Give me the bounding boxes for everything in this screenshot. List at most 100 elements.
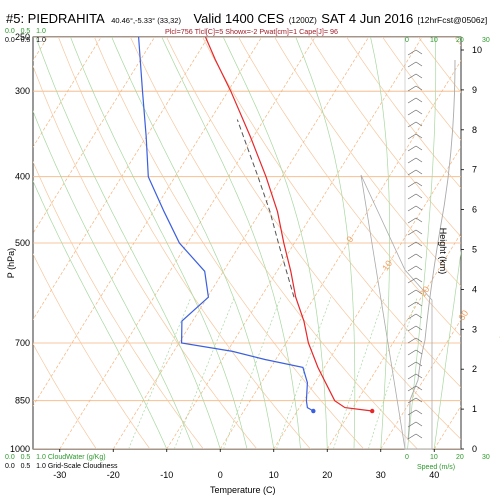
height-axis-title: Height (km) (438, 227, 448, 275)
mixing-ratio-line (333, 297, 385, 449)
wind-barb-flag (415, 121, 423, 127)
dry-adiabat-line (274, 37, 461, 287)
wind-barb-flag (415, 421, 423, 427)
moist-adiabat-line (33, 110, 194, 449)
mixing-ratio-line (173, 297, 235, 449)
moist-adiabat-line (161, 37, 301, 449)
dry-adiabat-line (33, 253, 151, 449)
moist-adiabat-line (222, 37, 328, 449)
height-tick-label: 5 (472, 245, 477, 255)
wind-barb-flag (415, 61, 423, 67)
wind-barb-flag (415, 217, 423, 223)
isotherm-line (112, 37, 369, 449)
wind-barb-staff (407, 325, 417, 332)
wind-barb-staff (407, 133, 417, 140)
cloudwater-label: CloudWater (g/Kg) (47, 454, 106, 461)
temperature-tick-label: 30 (376, 470, 386, 480)
speed-tick: 0 (405, 37, 409, 44)
cloudiness-scale-top: 0.0 0.5 1.0 (5, 37, 46, 44)
dewpoint-profile-line (138, 37, 314, 412)
dry-adiabat-line (238, 37, 461, 337)
speed-tick: 20 (456, 454, 464, 461)
wind-barb-flag (415, 373, 423, 379)
wind-barb-flag (415, 397, 423, 403)
wind-barb-flag (415, 313, 423, 319)
moist-adiabat-line (33, 180, 168, 449)
wind-barb-staff (407, 373, 417, 380)
temperature-profile-line (204, 37, 373, 412)
wind-barb-staff (407, 301, 417, 308)
speed-profile-line (407, 59, 456, 441)
moist-adiabat-line (70, 37, 248, 449)
pressure-tick-label: 850 (15, 396, 30, 406)
mixing-ratio-line (223, 297, 282, 449)
wind-barb-staff (407, 253, 417, 260)
wind-barb-flag (415, 409, 423, 415)
wind-barb-staff (407, 157, 417, 164)
wind-barb-flag (415, 169, 423, 175)
x-axis-title: Temperature (C) (210, 485, 276, 495)
wind-barb-flag (415, 301, 423, 307)
temperature-tick-label: -20 (107, 470, 120, 480)
y-axis-title: P (hPa) (6, 247, 16, 279)
wind-barb-flag (415, 361, 423, 367)
wind-barb-flag (415, 97, 423, 103)
legend-tick: 0.0 (5, 454, 15, 461)
forecast-run: [12hrFcst@0506z] (417, 15, 488, 25)
wind-barb-staff (407, 205, 417, 212)
cloudwater-legend: 0.0 0.5 1.0 CloudWater (g/Kg) (5, 454, 106, 461)
header: #5: PIEDRAHITA 40.46°,-5.33° (33,32) Val… (6, 11, 487, 27)
station-title: #5: PIEDRAHITA (6, 11, 105, 26)
wind-barb-flag (415, 109, 423, 115)
cloudiness-legend: 0.0 0.5 1.0 Grid-Scale Cloudiness (5, 463, 118, 470)
height-tick-label: 4 (472, 284, 477, 294)
height-tick-label: 3 (472, 324, 477, 334)
temperature-tick-label: 0 (218, 470, 223, 480)
wind-barb-flag (415, 73, 423, 79)
wind-barb-staff (407, 265, 417, 272)
wind-barb-flag (415, 145, 423, 151)
moist-adiabat-line (35, 37, 221, 449)
wind-barb-flag (415, 157, 423, 163)
legend-tick: 1.0 (36, 463, 46, 470)
speed-tick: 30 (482, 454, 490, 461)
dry-adiabat-line (94, 37, 365, 449)
dry-adiabat-line (491, 37, 500, 449)
height-tick-label: 9 (472, 85, 477, 95)
mixing-ratio-line (368, 297, 418, 449)
temperature-tick-label: -10 (160, 470, 173, 480)
height-tick-label: 1 (472, 404, 477, 414)
temperature-tick-label: 40 (429, 470, 439, 480)
wind-barb-flag (415, 181, 423, 187)
wind-barb-staff (407, 397, 417, 404)
wind-barb-flag (415, 229, 423, 235)
wind-barb-staff (407, 181, 417, 188)
wind-barb-staff (407, 217, 417, 224)
wind-barb-flag (415, 193, 423, 199)
isotherm-line (33, 37, 262, 407)
dry-adiabat-line (346, 37, 461, 189)
speed-tick: 20 (456, 37, 464, 44)
isotherm-line (166, 37, 423, 449)
wind-barb-flag (415, 385, 423, 391)
height-tick-label: 8 (472, 125, 477, 135)
wind-barb-flag (415, 205, 423, 211)
dry-adiabat-line (58, 37, 311, 449)
legend-tick: 0.0 (5, 463, 15, 470)
wind-barb-staff (407, 193, 417, 200)
wind-barb-flag (415, 349, 423, 355)
dry-adiabat-line (33, 343, 97, 449)
isotherm-line (326, 232, 461, 449)
scale-tick: 0.0 (5, 37, 15, 44)
wind-barb-flag (415, 337, 423, 343)
wind-barb-staff (407, 169, 417, 176)
isotherm-label: 0 (344, 234, 355, 244)
valid-time: Valid 1400 CES (193, 11, 285, 26)
speed-axis-ticks: 0 10 20 30 (405, 454, 495, 464)
wind-barb-staff (407, 85, 417, 92)
wind-barb-staff (407, 241, 417, 248)
height-tick-label: 10 (472, 45, 482, 55)
height-tick-label: 2 (472, 364, 477, 374)
